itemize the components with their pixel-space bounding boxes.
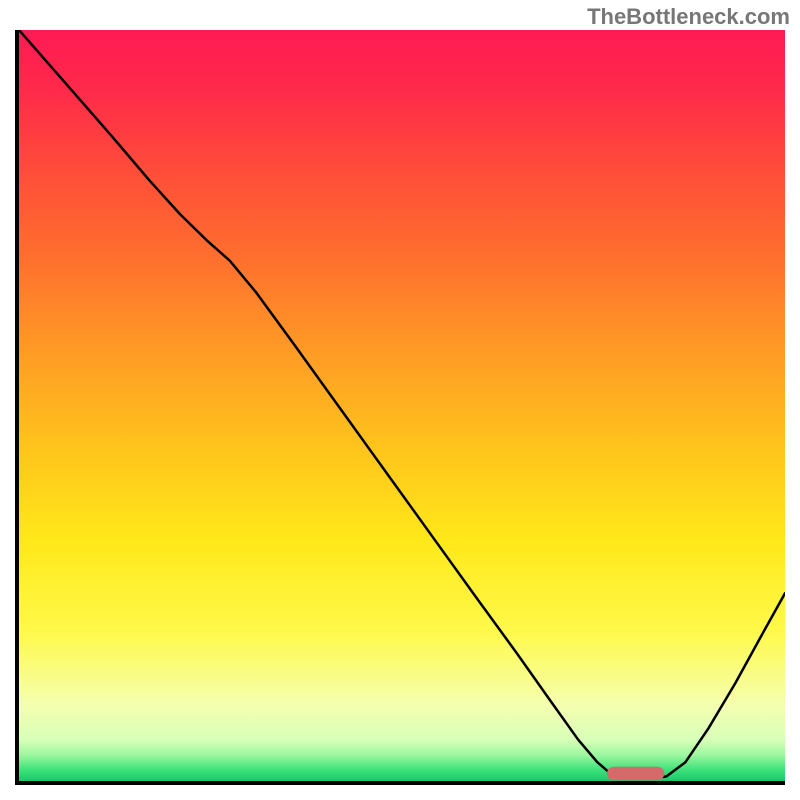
watermark-text: TheBottleneck.com [587, 4, 790, 30]
plot-svg [19, 30, 785, 781]
bg-gradient-rect [19, 30, 785, 781]
plot-area [15, 30, 785, 785]
chart-canvas: TheBottleneck.com [0, 0, 800, 800]
optimal-marker [607, 767, 664, 781]
